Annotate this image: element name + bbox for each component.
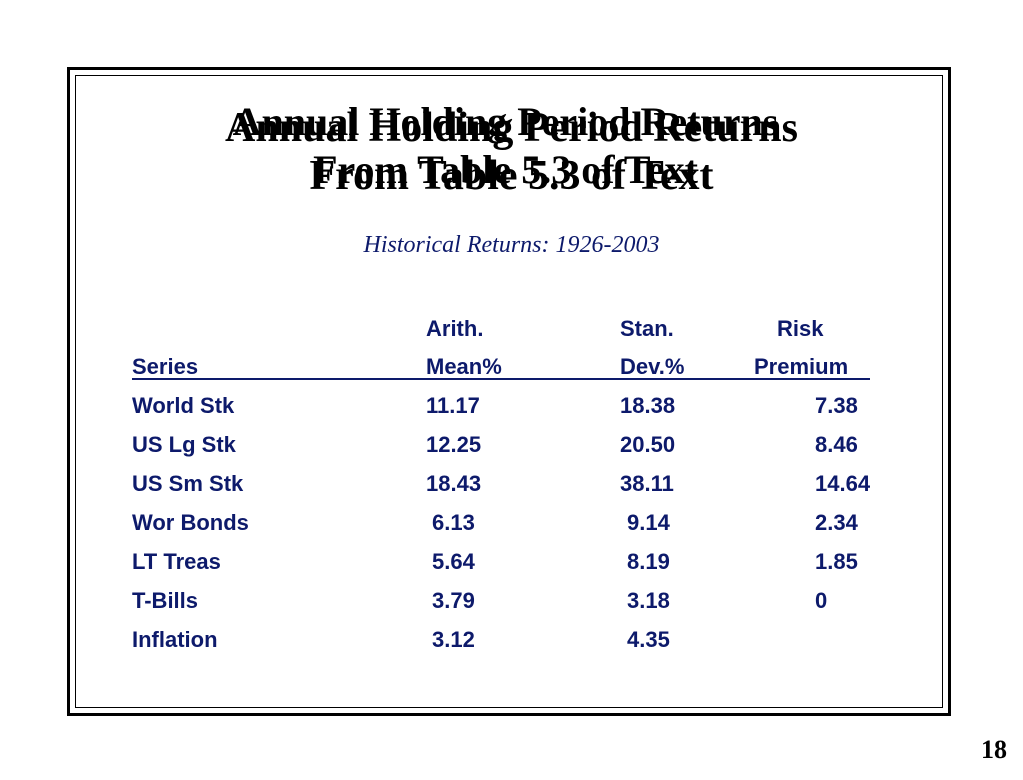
- row-mean: 18.43: [426, 471, 482, 496]
- title-line-1-shadow: Annual Holding Period Returns: [225, 105, 798, 151]
- row-dev: 18.38: [620, 393, 676, 418]
- row-mean: 3.12: [432, 627, 475, 652]
- header-premium-top: Risk: [777, 316, 824, 341]
- title-line-2-shadow: From Table 5.3 of Text: [309, 153, 714, 199]
- title-line-1-text: Annual Holding Period Returns: [232, 99, 779, 144]
- row-mean: 11.17: [426, 393, 480, 418]
- row-dev: 3.18: [627, 588, 670, 613]
- header-mean-top: Arith.: [426, 316, 484, 341]
- row-mean: 6.13: [432, 510, 475, 535]
- row-premium: 2.34: [815, 510, 858, 535]
- row-series: Inflation: [132, 627, 218, 652]
- row-dev: 8.19: [627, 549, 670, 574]
- row-series: World Stk: [132, 393, 235, 418]
- slide-frame: [67, 67, 951, 716]
- row-series: US Sm Stk: [132, 471, 244, 496]
- title-line-2: From Table 5.3 of Text From Table 5.3 of…: [0, 146, 1023, 199]
- header-mean: Mean%: [426, 354, 502, 379]
- page-number: 18: [981, 735, 1007, 764]
- row-series: US Lg Stk: [132, 432, 236, 457]
- slide-title: Annual Holding Period Returns Annual Hol…: [0, 98, 1023, 199]
- row-dev: 4.35: [627, 627, 670, 652]
- header-premium: Premium: [754, 354, 849, 379]
- row-premium: 14.64: [815, 471, 871, 496]
- row-dev: 20.50: [620, 432, 676, 457]
- row-premium: 0: [815, 588, 828, 613]
- slide-subtitle: Historical Returns: 1926-2003: [363, 232, 660, 258]
- row-premium: 7.38: [815, 393, 858, 418]
- header-dev-top: Stan.: [620, 316, 674, 341]
- header-underline: [132, 378, 870, 380]
- header-dev: Dev.%: [620, 354, 685, 379]
- row-mean: 5.64: [432, 549, 475, 574]
- row-premium: 1.85: [815, 549, 858, 574]
- row-dev: 9.14: [627, 510, 670, 535]
- title-line-1: Annual Holding Period Returns Annual Hol…: [0, 98, 1023, 151]
- row-premium: 8.46: [815, 432, 858, 457]
- header-series: Series: [132, 354, 199, 379]
- title-line-2-text: From Table 5.3 of Text: [313, 147, 698, 192]
- row-series: LT Treas: [132, 549, 221, 574]
- row-dev: 38.11: [620, 471, 674, 496]
- row-mean: 12.25: [426, 432, 482, 457]
- row-mean: 3.79: [432, 588, 475, 613]
- slide-frame-inner: [75, 75, 943, 708]
- row-series: Wor Bonds: [132, 510, 249, 535]
- row-series: T-Bills: [132, 588, 199, 613]
